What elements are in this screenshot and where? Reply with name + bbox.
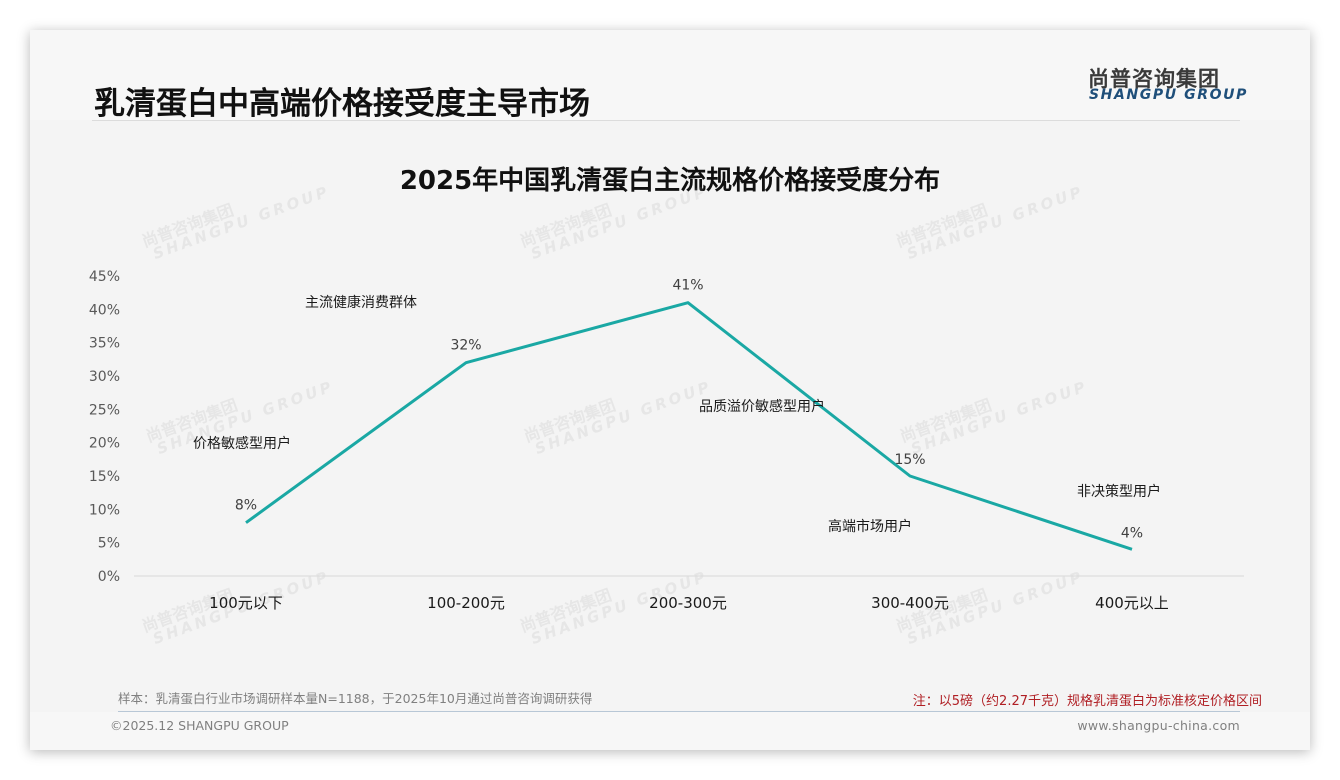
sample-note: 样本：乳清蛋白行业市场调研样本量N=1188，于2025年10月通过尚普咨询调研… (118, 691, 593, 706)
y-tick-label: 10% (89, 502, 120, 518)
x-tick-label: 100-200元 (427, 594, 505, 612)
y-tick-label: 0% (98, 569, 120, 585)
data-label: 15% (894, 452, 925, 468)
value-labels: 8% 32% 41% 15% 4% (235, 278, 1143, 542)
website-link[interactable]: www.shangpu-china.com (1077, 718, 1240, 733)
segment-annotation: 高端市场用户 (828, 518, 912, 535)
y-tick-label: 5% (98, 536, 120, 552)
y-tick-label: 25% (89, 402, 120, 418)
footer-divider (118, 711, 1240, 712)
footer-band (30, 712, 1310, 750)
segment-annotation: 价格敏感型用户 (193, 435, 291, 452)
series-line (245, 301, 1133, 551)
y-tick-label: 30% (89, 369, 120, 385)
header-band (30, 30, 1310, 120)
logo-english: SHANGPU GROUP (1089, 87, 1248, 103)
y-axis: 0% 5% 10% 15% 20% 25% 30% 35% 40% 45% (89, 269, 120, 585)
y-tick-label: 35% (89, 336, 120, 352)
x-tick-label: 200-300元 (649, 594, 727, 612)
slide: 乳清蛋白中高端价格接受度主导市场 尚普咨询集团 SHANGPU GROUP 20… (30, 30, 1310, 750)
data-label: 4% (1121, 525, 1143, 541)
logo-chinese: 尚普咨询集团 (1088, 67, 1220, 91)
x-tick-label: 100元以下 (209, 594, 283, 612)
header-divider (92, 120, 1240, 121)
segment-annotation: 品质溢价敏感型用户 (699, 398, 825, 415)
data-label: 32% (450, 338, 481, 354)
x-axis: 100元以下 100-200元 200-300元 300-400元 400元以上 (209, 594, 1169, 612)
data-label: 41% (672, 278, 703, 294)
x-tick-label: 400元以上 (1095, 594, 1169, 612)
segment-annotation: 非决策型用户 (1077, 483, 1161, 500)
y-tick-label: 15% (89, 469, 120, 485)
copyright: ©2025.12 SHANGPU GROUP (110, 718, 289, 733)
chart-title: 2025年中国乳清蛋白主流规格价格接受度分布 (399, 166, 941, 196)
y-tick-label: 45% (89, 269, 120, 285)
price-basis-note: 注：以5磅（约2.27千克）规格乳清蛋白为标准核定价格区间 (912, 694, 1262, 709)
line-chart: 0% 5% 10% 15% 20% 25% 30% 35% 40% 45% 100元以下 100-2… (89, 269, 1244, 612)
page-title: 乳清蛋白中高端价格接受度主导市场 (94, 86, 590, 122)
data-label: 8% (235, 498, 257, 514)
x-tick-label: 300-400元 (871, 594, 949, 612)
segment-annotation: 主流健康消费群体 (305, 294, 417, 311)
y-tick-label: 20% (89, 436, 120, 452)
y-tick-label: 40% (89, 302, 120, 318)
